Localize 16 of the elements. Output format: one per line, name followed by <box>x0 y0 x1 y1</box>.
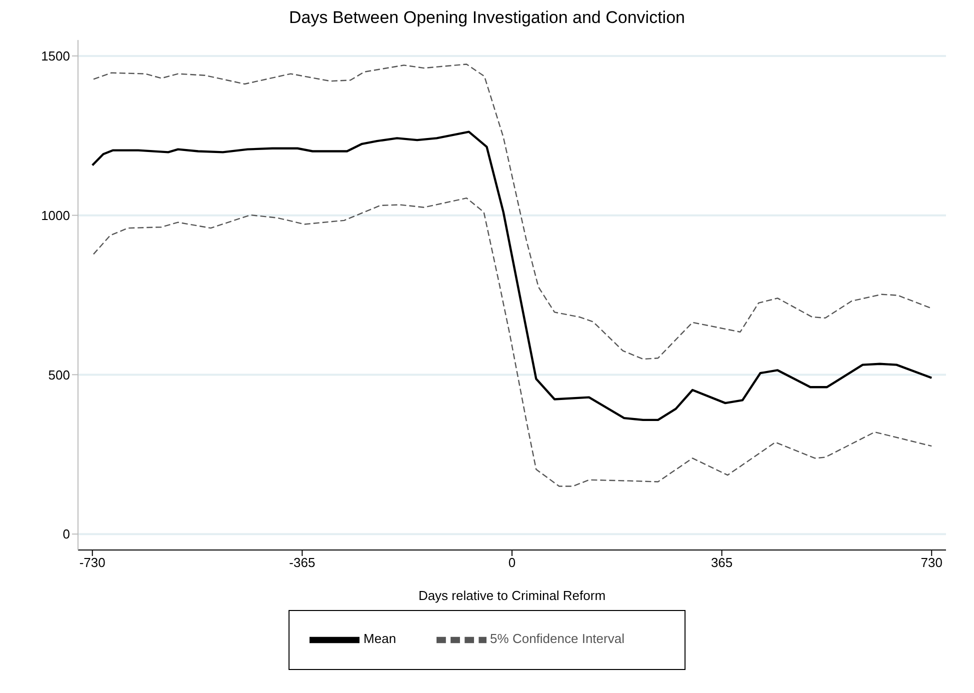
x-axis-title: Days relative to Criminal Reform <box>418 588 606 603</box>
line-series <box>92 64 932 360</box>
y-tick-label: 0 <box>62 526 70 542</box>
x-tick-label: -730 <box>79 555 106 570</box>
y-tick-label: 500 <box>48 367 70 382</box>
chart-title: Days Between Opening Investigation and Conviction <box>288 8 686 28</box>
x-tick-label: 0 <box>508 555 516 570</box>
line-series <box>91 130 933 422</box>
x-tick-label: 730 <box>920 555 942 570</box>
x-tick-label: -365 <box>289 555 316 570</box>
legend-label: Mean <box>364 631 396 646</box>
x-tick-label: 365 <box>710 555 733 570</box>
legend-label: 5% Confidence Interval <box>490 631 624 646</box>
line-series <box>92 198 932 487</box>
y-tick-label: 1500 <box>41 48 70 64</box>
y-tick-label: 1000 <box>41 208 70 223</box>
